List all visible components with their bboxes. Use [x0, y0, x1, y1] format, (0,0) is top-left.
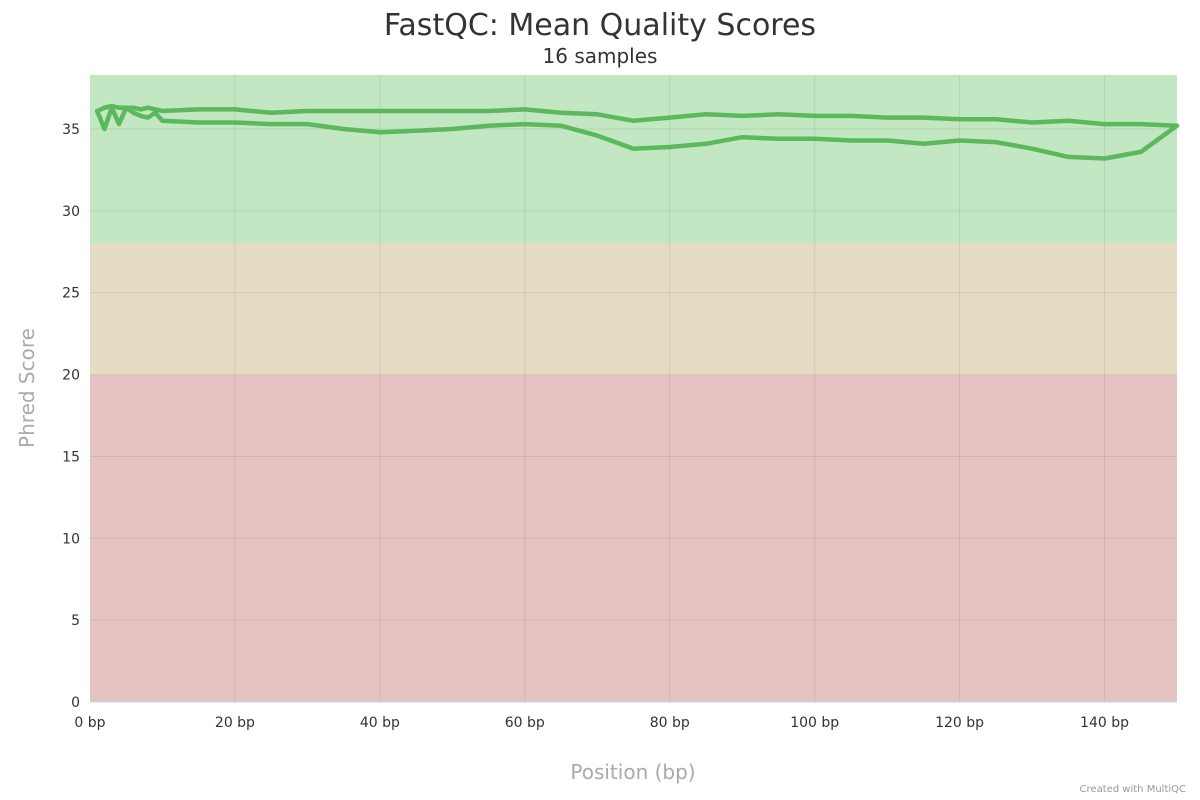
quality-bands — [90, 75, 1177, 702]
y-tick-label: 25 — [62, 286, 80, 302]
y-tick-label: 10 — [62, 531, 80, 547]
x-axis-label: Position (bp) — [570, 760, 695, 784]
y-tick-label: 35 — [62, 122, 80, 138]
x-tick-label: 40 bp — [360, 715, 400, 731]
credit-text: Created with MultiQC — [1079, 784, 1186, 795]
quality-band-1 — [90, 243, 1177, 375]
series-line-1[interactable] — [94, 103, 1180, 128]
y-tick-label: 5 — [71, 613, 80, 629]
chart-subtitle: 16 samples — [542, 44, 658, 68]
quality-band-2 — [90, 374, 1177, 702]
y-tick-label: 0 — [71, 695, 80, 711]
x-tick-label: 60 bp — [505, 715, 545, 731]
grid-lines — [90, 75, 1177, 702]
chart-title: FastQC: Mean Quality Scores — [383, 8, 817, 43]
series-line-2[interactable] — [94, 105, 1180, 161]
quality-band-0 — [90, 75, 1177, 244]
x-tick-label: 0 bp — [74, 715, 105, 731]
x-tick-label: 20 bp — [215, 715, 255, 731]
y-tick-label: 30 — [62, 204, 80, 220]
x-tick-label: 120 bp — [935, 715, 984, 731]
x-tick-label: 80 bp — [650, 715, 690, 731]
series-lines[interactable] — [94, 103, 1180, 161]
x-tick-label: 100 bp — [790, 715, 839, 731]
y-tick-label: 20 — [62, 368, 80, 384]
x-tick-label: 140 bp — [1080, 715, 1129, 731]
axes: 0 bp 20 bp 40 bp 60 bp 80 bp 100 bp 120 bp 140 … — [62, 122, 1177, 731]
y-tick-label: 15 — [62, 449, 80, 465]
y-axis-label: Phred Score — [15, 328, 39, 448]
